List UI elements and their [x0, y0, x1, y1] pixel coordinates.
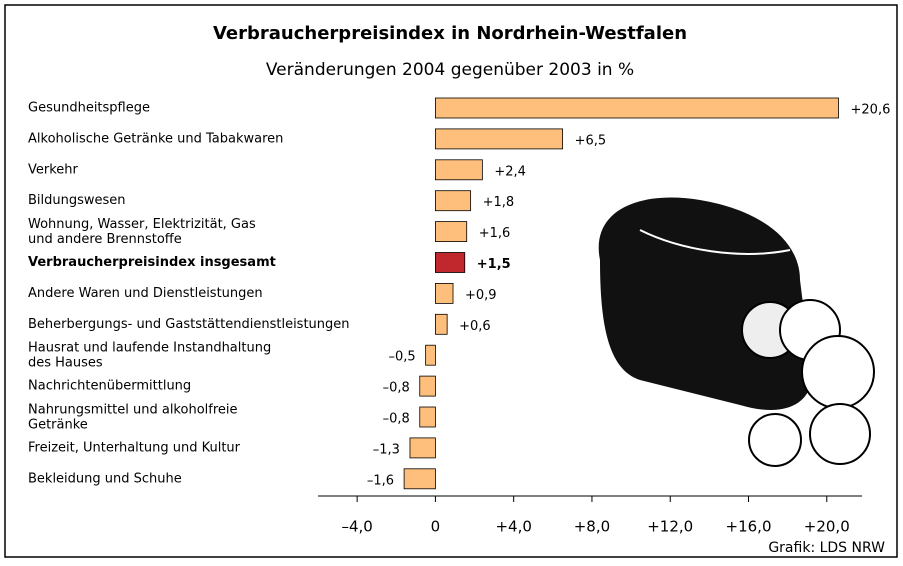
category-label: Bildungswesen	[28, 193, 126, 208]
x-tick-label: –4,0	[341, 518, 372, 536]
value-label: +20,6	[851, 103, 891, 118]
bar	[435, 253, 464, 273]
bar	[435, 98, 838, 118]
category-label: Beherbergungs- und Gaststättendienstleis…	[28, 317, 350, 332]
bar	[404, 469, 435, 489]
coin	[810, 404, 870, 464]
value-label: +0,9	[465, 288, 497, 303]
bar	[410, 438, 435, 458]
chart-subtitle: Veränderungen 2004 gegenüber 2003 in %	[266, 60, 634, 80]
category-label: Bekleidung und Schuhe	[28, 471, 182, 486]
value-label: –1,6	[367, 473, 394, 488]
bar	[435, 314, 447, 334]
bar	[435, 191, 470, 211]
x-tick-label: +4,0	[495, 518, 531, 536]
chart: Verbraucherpreisindex in Nordrhein-Westf…	[0, 0, 903, 562]
bar	[435, 222, 466, 242]
bar	[420, 407, 436, 427]
bar	[435, 160, 482, 180]
value-label: –0,5	[388, 350, 415, 365]
category-label: Verbraucherpreisindex insgesamt	[28, 255, 276, 270]
value-label: +1,6	[479, 226, 511, 241]
value-label: –0,8	[383, 381, 410, 396]
category-label: Andere Waren und Dienstleistungen	[28, 286, 263, 301]
x-tick-label: 0	[431, 518, 441, 536]
source: Grafik: LDS NRW	[768, 540, 885, 556]
chart-title: Verbraucherpreisindex in Nordrhein-Westf…	[213, 23, 687, 44]
x-tick-label: +8,0	[574, 518, 610, 536]
category-label: Nachrichtenübermittlung	[28, 379, 191, 394]
category-label: Freizeit, Unterhaltung und Kultur	[28, 440, 241, 455]
x-tick-label: +16,0	[726, 518, 772, 536]
x-tick-label: +20,0	[804, 518, 850, 536]
value-label: –0,8	[383, 412, 410, 427]
bar	[435, 129, 562, 149]
bar	[435, 283, 453, 303]
x-tick-label: +12,0	[647, 518, 693, 536]
value-label: +0,6	[459, 319, 491, 334]
value-label: +6,5	[575, 133, 607, 148]
value-label: +1,8	[483, 195, 515, 210]
category-label: Gesundheitspflege	[28, 101, 150, 116]
coin	[802, 336, 874, 408]
category-label: Alkoholische Getränke und Tabakwaren	[28, 131, 283, 146]
bar	[426, 345, 436, 365]
value-label: +1,5	[477, 257, 511, 272]
coin	[749, 414, 801, 466]
category-label: Verkehr	[28, 162, 79, 177]
bar	[420, 376, 436, 396]
value-label: +2,4	[494, 164, 526, 179]
value-label: –1,3	[373, 442, 400, 457]
